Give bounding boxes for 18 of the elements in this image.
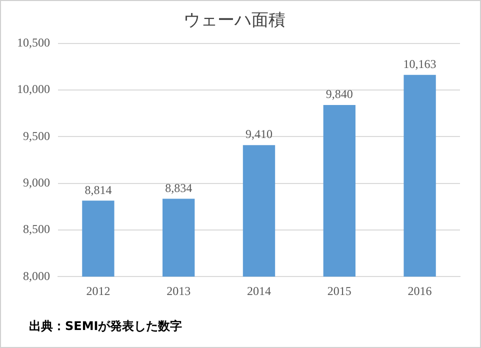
x-tick-label: 2015 [327,284,352,298]
y-tick-label: 9,500 [23,128,50,143]
source-note: 出典：SEMIが発表した数字 [29,319,182,334]
y-tick-label: 10,500 [17,36,50,50]
data-label: 8,834 [165,180,192,195]
y-tick-label: 8,000 [23,268,50,283]
x-tick-label: 2014 [247,284,271,298]
x-tick-label: 2012 [86,284,110,298]
x-tick-label: 2013 [166,284,191,298]
data-label: 10,163 [403,56,436,71]
y-tick-label: 9,000 [23,175,50,190]
data-label: 9,410 [246,127,272,142]
data-label: 9,840 [326,87,353,102]
chart-title: ウェーハ面積 [184,10,286,31]
y-tick-label: 10,000 [17,82,50,96]
y-tick-label: 8,500 [23,222,50,236]
x-tick-label: 2016 [408,284,432,298]
data-label: 8,814 [84,182,112,197]
